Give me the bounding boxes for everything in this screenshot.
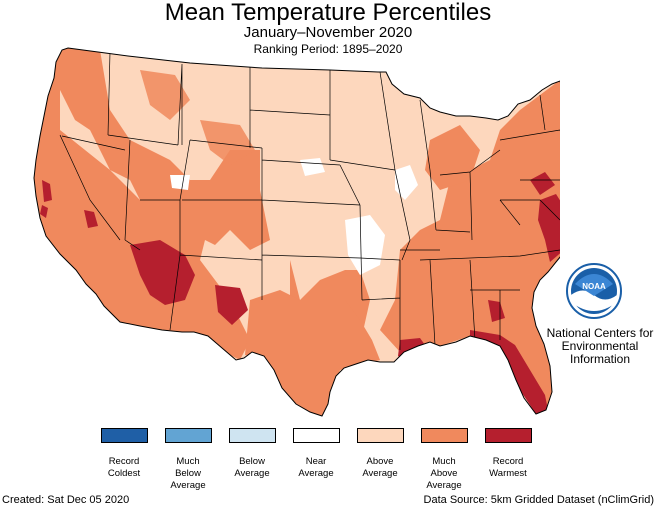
legend-label-line: Average bbox=[298, 468, 334, 479]
legend-label-line: Record bbox=[492, 456, 524, 467]
legend-swatch bbox=[101, 428, 148, 443]
legend-label: Above Average bbox=[340, 456, 420, 480]
agency-name: National Centers for Environmental Infor… bbox=[546, 326, 654, 366]
record-warm-georgia bbox=[488, 300, 505, 322]
legend-swatch bbox=[293, 428, 340, 443]
much-above-west bbox=[34, 48, 370, 360]
legend-swatch bbox=[485, 428, 532, 443]
legend-label-line: Average bbox=[170, 480, 206, 491]
record-warm-atlantic bbox=[530, 150, 560, 262]
map-title: Mean Temperature Percentiles bbox=[164, 0, 492, 26]
legend-label-line: Below bbox=[239, 456, 265, 467]
legend-swatch bbox=[421, 428, 468, 443]
legend-label-line: Average bbox=[362, 468, 398, 479]
created-date: Created: Sat Dec 05 2020 bbox=[2, 494, 130, 506]
near-average-north bbox=[170, 158, 325, 190]
much-above-north bbox=[140, 70, 255, 165]
record-warm-southwest bbox=[130, 240, 248, 325]
us-temperature-map bbox=[33, 47, 560, 417]
legend-label: Record Coldest bbox=[84, 456, 164, 480]
legend-label-line: Coldest bbox=[107, 468, 141, 479]
svg-text:NOAA: NOAA bbox=[582, 282, 606, 291]
record-warm-california bbox=[40, 180, 98, 228]
legend-label-line: Average bbox=[426, 480, 462, 491]
legend-swatch bbox=[165, 428, 212, 443]
legend-label: Below Average bbox=[212, 456, 292, 480]
much-above-east bbox=[380, 60, 560, 416]
noaa-logo: NOAA bbox=[566, 263, 622, 319]
legend-label-line: Warmest bbox=[489, 468, 527, 479]
legend-label-line: Much bbox=[432, 456, 456, 467]
legend-label-line: Above bbox=[366, 456, 394, 467]
state-boundaries bbox=[59, 51, 560, 350]
legend-label: Much Below Average bbox=[148, 456, 228, 492]
legend-swatch bbox=[229, 428, 276, 443]
legend-label-line: Above bbox=[430, 468, 458, 479]
legend-label-line: Much bbox=[176, 456, 200, 467]
record-warm-gulf bbox=[398, 330, 548, 414]
legend-label-line: Record bbox=[108, 456, 140, 467]
much-above-midwest bbox=[425, 125, 480, 190]
legend-label: Near Average bbox=[276, 456, 356, 480]
legend-label: Much Above Average bbox=[404, 456, 484, 492]
anomaly-regions bbox=[34, 48, 560, 416]
legend-label-line: Below bbox=[175, 468, 201, 479]
legend-label-line: Near bbox=[305, 456, 327, 467]
legend-swatch bbox=[357, 428, 404, 443]
ranking-period: Ranking Period: 1895–2020 bbox=[253, 42, 403, 56]
legend-label: Record Warmest bbox=[468, 456, 548, 480]
legend-label-line: Average bbox=[234, 468, 270, 479]
data-source: Data Source: 5km Gridded Dataset (nClimG… bbox=[423, 494, 654, 506]
map-subtitle: January–November 2020 bbox=[243, 24, 413, 41]
